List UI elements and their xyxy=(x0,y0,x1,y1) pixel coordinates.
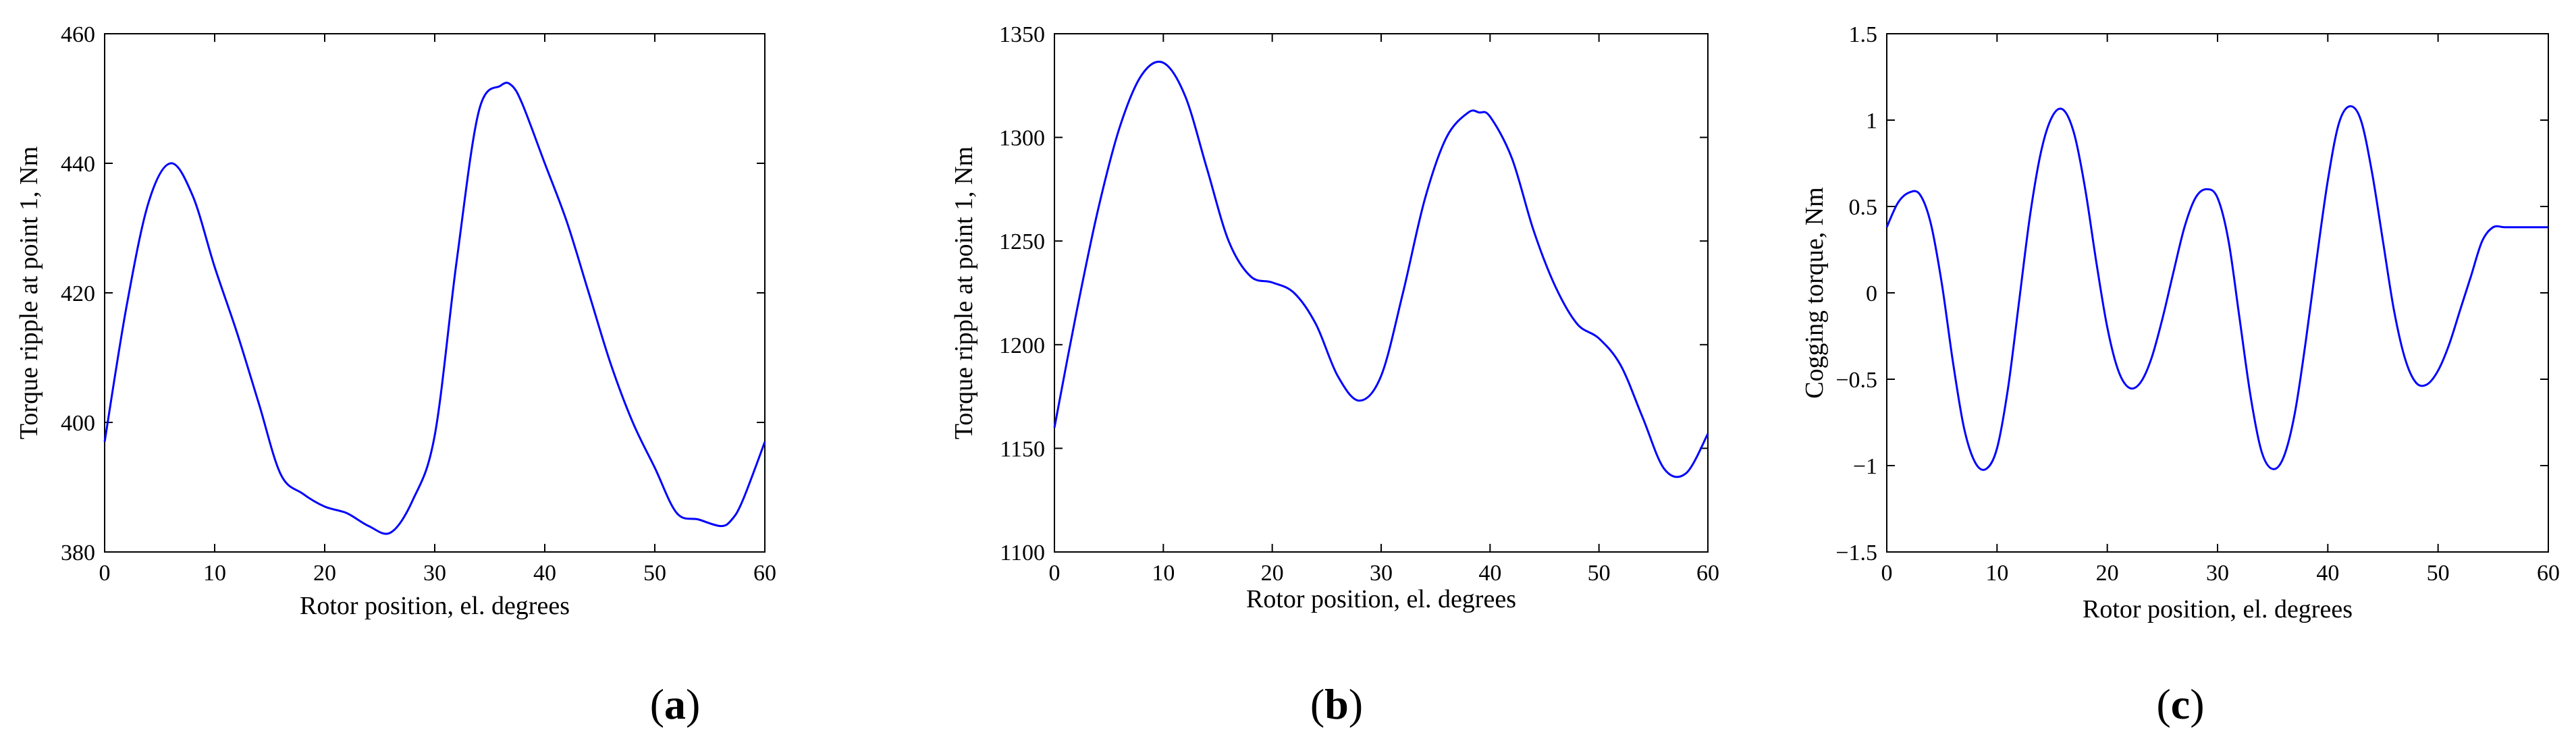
panel-label: (b) xyxy=(1310,680,1363,728)
chart-panel-a: 0 10 20 30 40 50 60 380 400 420 440 460 Rotor positi… xyxy=(15,22,776,728)
y-tick-label: 0 xyxy=(1866,281,1877,306)
x-tick-label: 60 xyxy=(2537,561,2560,586)
x-tick-label: 60 xyxy=(1696,561,1719,586)
y-tick-label: 1250 xyxy=(999,229,1045,254)
y-tick-label: 460 xyxy=(61,22,95,47)
plot-frame xyxy=(104,33,766,553)
y-tick-label: −1.5 xyxy=(1835,540,1877,565)
x-axis-title: Rotor position, el. degrees xyxy=(1246,585,1516,613)
x-tick-label: 20 xyxy=(313,561,336,586)
x-tick-label: 40 xyxy=(533,561,556,586)
series-line xyxy=(103,82,766,535)
x-tick-label: 50 xyxy=(1588,561,1611,586)
y-tick-label: 1300 xyxy=(999,126,1045,151)
y-axis-title: Torque ripple at point 1, Nm xyxy=(950,146,978,439)
y-tick-label: 440 xyxy=(61,152,95,177)
x-tick-label: 60 xyxy=(753,561,776,586)
x-tick-label: 30 xyxy=(2206,561,2229,586)
y-tick-label: 400 xyxy=(61,411,95,436)
plot-frame xyxy=(1054,33,1709,553)
plot-frame xyxy=(1886,33,2549,553)
y-tick-label: 1150 xyxy=(1000,437,1045,462)
x-tick-label: 50 xyxy=(2427,561,2450,586)
y-tick-label: 420 xyxy=(61,281,95,306)
y-tick-label: 1350 xyxy=(999,22,1045,47)
x-tick-label: 10 xyxy=(203,561,226,586)
series-line xyxy=(1053,61,1709,478)
y-tick-label: −0.5 xyxy=(1835,368,1877,393)
y-tick-label: 1100 xyxy=(1000,540,1045,565)
x-axis-title: Rotor position, el. degrees xyxy=(2083,595,2353,623)
panel-label: (c) xyxy=(2156,680,2204,728)
x-tick-label: 10 xyxy=(1985,561,2008,586)
x-tick-label: 40 xyxy=(1478,561,1501,586)
chart-panel-c: 0 10 20 30 40 50 60 −1.5 −1 −0.5 0 0.5 1 1.5 Rotor pos… xyxy=(1800,22,2560,728)
y-axis-title: Torque ripple at point 1, Nm xyxy=(15,146,43,439)
x-tick-label: 0 xyxy=(1881,561,1893,586)
x-axis-title: Rotor position, el. degrees xyxy=(300,592,570,620)
y-axis-title: Cogging torque, Nm xyxy=(1800,187,1829,398)
series-line xyxy=(1885,105,2548,471)
x-tick-label: 0 xyxy=(99,561,111,586)
x-tick-label: 50 xyxy=(643,561,666,586)
x-tick-label: 40 xyxy=(2316,561,2339,586)
y-tick-label: 1 xyxy=(1866,109,1877,134)
panel-label: (a) xyxy=(650,680,701,728)
y-tick-label: 0.5 xyxy=(1849,195,1878,220)
x-tick-label: 10 xyxy=(1152,561,1175,586)
chart-panel-b: 0 10 20 30 40 50 60 1100 1150 1200 1250 1300 1350 Rot… xyxy=(950,22,1719,728)
x-tick-label: 30 xyxy=(1370,561,1393,586)
y-tick-label: −1 xyxy=(1853,454,1877,479)
y-tick-label: 1.5 xyxy=(1849,22,1878,47)
x-tick-label: 30 xyxy=(423,561,446,586)
x-tick-label: 0 xyxy=(1049,561,1061,586)
y-tick-label: 1200 xyxy=(999,333,1045,358)
x-tick-label: 20 xyxy=(1261,561,1284,586)
x-tick-label: 20 xyxy=(2096,561,2119,586)
y-tick-label: 380 xyxy=(61,540,95,565)
